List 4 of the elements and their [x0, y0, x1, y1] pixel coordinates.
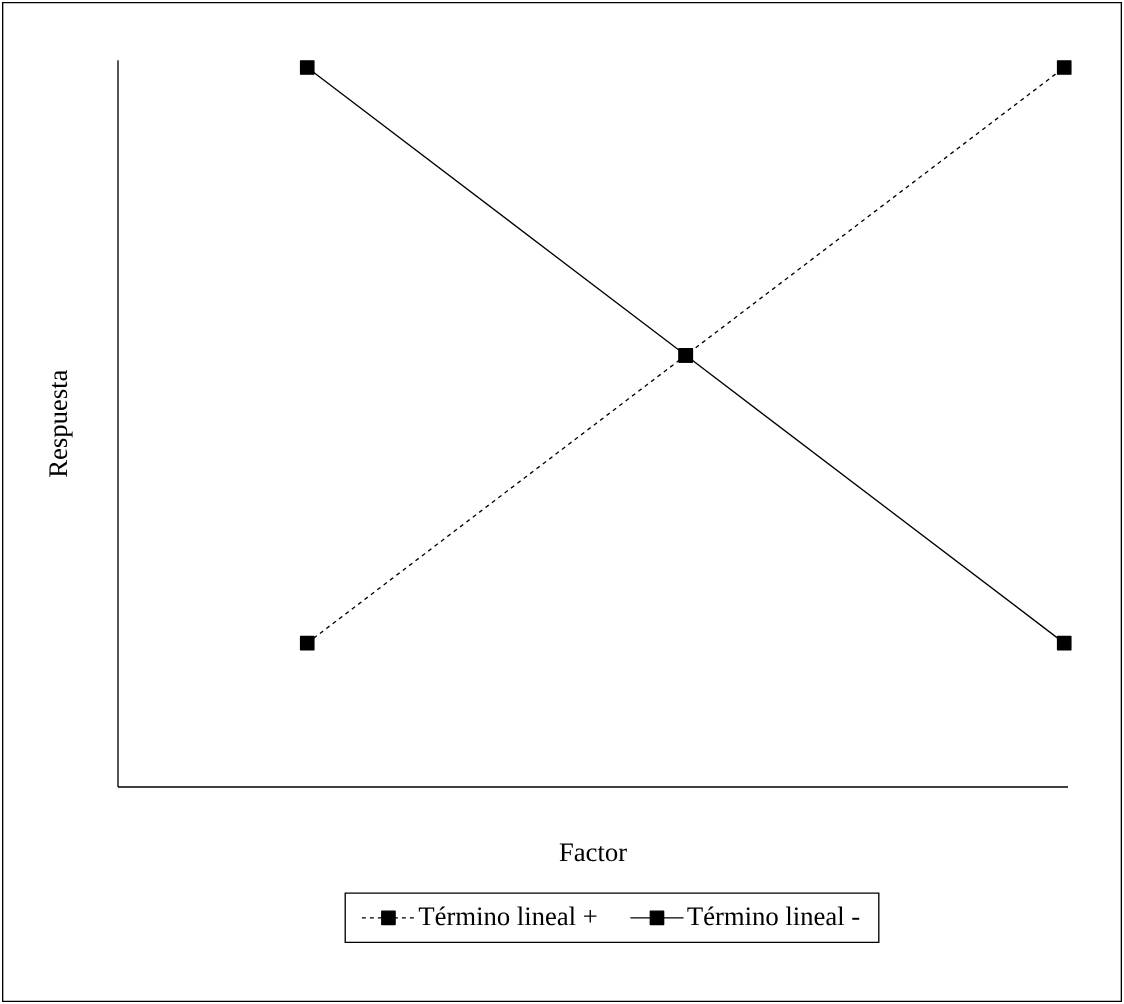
y-axis-title: Respuesta [49, 369, 73, 477]
x-axis-title: Factor [559, 843, 627, 862]
legend-label: Término lineal - [687, 906, 860, 926]
legend-label: Término lineal + [418, 906, 597, 926]
